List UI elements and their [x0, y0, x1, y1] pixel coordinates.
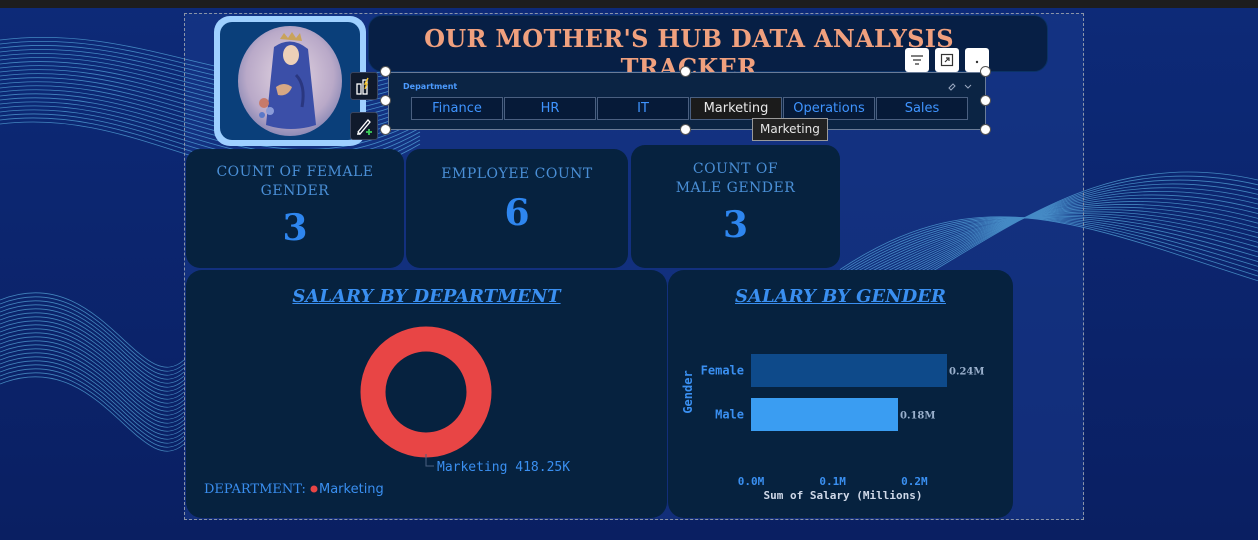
kpi-card-male: COUNT OF MALE GENDER 3 [631, 145, 840, 268]
x-tick-label: 0.1M [819, 475, 846, 488]
visual-header-icons [905, 48, 989, 72]
eraser-icon[interactable] [947, 82, 957, 92]
wave-line [839, 216, 1258, 282]
donut-data-label: Marketing 418.25K [437, 460, 570, 475]
slicer-option-sales[interactable]: Sales [876, 97, 968, 120]
bar-value-label-male: 0.18M [900, 411, 935, 422]
resize-handle-top[interactable] [680, 66, 691, 77]
donut-leader-line [425, 454, 434, 467]
wave-line [0, 328, 185, 404]
donut-legend-title: DEPARTMENT: [204, 482, 306, 497]
slicer-option-it[interactable]: IT [597, 97, 689, 120]
format-visual-icon [357, 119, 372, 135]
slicer-tools [947, 82, 973, 92]
wave-line [0, 344, 185, 420]
bar-male[interactable] [751, 398, 898, 431]
salary-by-department-panel: SALARY BY DEPARTMENT Marketing 418.25K D… [186, 270, 667, 518]
wave-line [0, 296, 185, 372]
gender-axis-label: Gender [681, 370, 695, 413]
legend-item-marketing[interactable]: Marketing [319, 482, 384, 497]
department-chart-title: SALARY BY DEPARTMENT [292, 286, 561, 307]
bar-female[interactable] [751, 354, 947, 387]
gender-category-label-female: Female [701, 364, 744, 378]
slicer-option-operations[interactable]: Operations [783, 97, 875, 120]
slicer-option-hr[interactable]: HR [504, 97, 596, 120]
resize-handle-bottom[interactable] [680, 124, 691, 135]
kpi-female-label: COUNT OF FEMALE GENDER [216, 164, 374, 199]
donut-slice-marketing[interactable] [360, 326, 492, 458]
slicer-option-marketing[interactable]: Marketing [690, 97, 782, 120]
wave-line [0, 360, 185, 436]
build-visual-icon [356, 77, 369, 95]
filter-icon [911, 55, 923, 65]
resize-handle-top-right[interactable] [980, 66, 991, 77]
wave-line [0, 320, 185, 396]
chevron-down-icon[interactable] [963, 82, 973, 92]
wave-line [0, 101, 421, 155]
window-top-bar [0, 0, 1258, 8]
filter-button[interactable] [905, 48, 929, 72]
slicer-options: Finance HR IT Marketing Operations Sales [411, 97, 969, 120]
department-slicer[interactable]: Department Finance HR IT Marketing Opera… [388, 72, 986, 130]
wave-line [0, 376, 185, 452]
department-donut-chart: Marketing 418.25K DEPARTMENT: Marketing [204, 326, 570, 497]
report-canvas-frame [184, 13, 1084, 520]
kpi-employees-value: 6 [504, 192, 530, 234]
wave-line [0, 332, 185, 408]
wave-line [0, 312, 185, 388]
gender-chart-title: SALARY BY GENDER [735, 286, 946, 307]
wave-line [0, 292, 185, 368]
more-options-icon [975, 60, 979, 64]
gender-category-label-male: Male [715, 408, 744, 422]
legend-marker-marketing [310, 485, 318, 493]
wave-line [0, 324, 185, 400]
x-tick-label: 0.0M [738, 475, 765, 488]
madonna-portrait-icon [238, 26, 342, 136]
salary-axis-label: Sum of Salary (Millions) [764, 489, 923, 502]
wave-line [0, 308, 185, 384]
build-visual-button[interactable] [350, 72, 378, 100]
bar-value-label-female: 0.24M [949, 367, 984, 378]
focus-mode-icon [940, 53, 954, 67]
resize-handle-right[interactable] [980, 95, 991, 106]
gender-bar-chart: Gender Female Male 0.24M 0.18M 0.0M 0.1M 0.2… [681, 354, 984, 502]
logo-tile [214, 16, 366, 146]
slicer-title: Department [403, 82, 458, 91]
wave-line [0, 300, 185, 376]
kpi-employees-label: EMPLOYEE COUNT [441, 166, 593, 182]
wave-line [0, 352, 185, 428]
wave-line [0, 364, 185, 440]
wave-line [0, 356, 185, 432]
wave-line [0, 368, 185, 444]
visual-side-toolbar [350, 72, 378, 152]
kpi-card-employees: EMPLOYEE COUNT 6 [406, 149, 628, 268]
kpi-male-value: 3 [722, 204, 749, 246]
format-visual-button[interactable] [350, 112, 378, 140]
wave-line [0, 348, 185, 424]
wave-line [0, 336, 185, 412]
resize-handle-bottom-right[interactable] [980, 124, 991, 135]
kpi-male-label: COUNT OF MALE GENDER [675, 161, 796, 196]
wave-line [0, 304, 185, 380]
kpi-card-female: COUNT OF FEMALE GENDER 3 [186, 149, 404, 268]
focus-mode-button[interactable] [935, 48, 959, 72]
resize-handle-left[interactable] [380, 95, 391, 106]
slicer-tooltip: Marketing [752, 118, 828, 141]
salary-by-gender-panel: SALARY BY GENDER Gender Female Male 0.24M… [668, 270, 1013, 518]
logo-image [220, 22, 360, 140]
wave-line [0, 372, 185, 448]
x-tick-label: 0.2M [901, 475, 928, 488]
resize-handle-top-left[interactable] [380, 66, 391, 77]
slicer-option-finance[interactable]: Finance [411, 97, 503, 120]
wave-line [0, 316, 185, 392]
wave-line [0, 340, 185, 416]
resize-handle-bottom-left[interactable] [380, 124, 391, 135]
kpi-female-value: 3 [282, 207, 308, 249]
